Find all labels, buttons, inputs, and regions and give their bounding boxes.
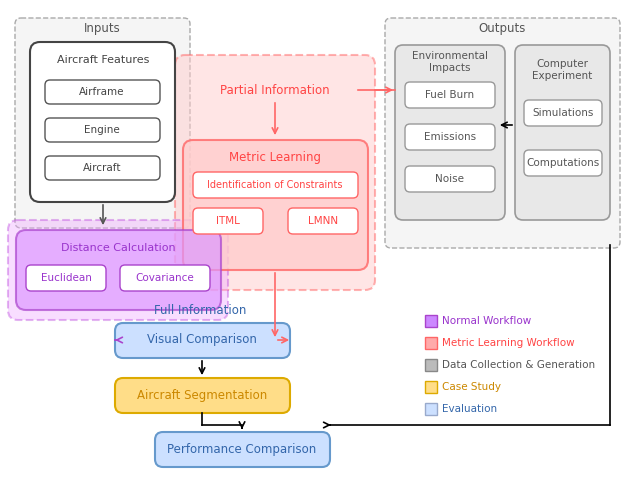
Text: Computations: Computations <box>526 158 600 168</box>
FancyBboxPatch shape <box>120 265 210 291</box>
Text: Fuel Burn: Fuel Burn <box>426 90 475 100</box>
FancyBboxPatch shape <box>16 230 221 310</box>
Text: Partial Information: Partial Information <box>220 84 330 97</box>
FancyBboxPatch shape <box>175 55 375 290</box>
Bar <box>425 381 437 393</box>
FancyBboxPatch shape <box>15 18 190 228</box>
Text: Engine: Engine <box>84 125 120 135</box>
Text: Evaluation: Evaluation <box>442 404 497 414</box>
FancyBboxPatch shape <box>30 42 175 202</box>
Text: Performance Comparison: Performance Comparison <box>168 443 317 456</box>
FancyBboxPatch shape <box>395 45 505 220</box>
Text: Outputs: Outputs <box>478 22 525 34</box>
Text: Data Collection & Generation: Data Collection & Generation <box>442 360 595 370</box>
FancyBboxPatch shape <box>405 82 495 108</box>
FancyBboxPatch shape <box>45 80 160 104</box>
Text: Normal Workflow: Normal Workflow <box>442 316 531 326</box>
Text: Simulations: Simulations <box>532 108 594 118</box>
Text: Visual Comparison: Visual Comparison <box>147 334 257 347</box>
Text: Identification of Constraints: Identification of Constraints <box>207 180 343 190</box>
FancyBboxPatch shape <box>183 140 368 270</box>
FancyBboxPatch shape <box>405 166 495 192</box>
FancyBboxPatch shape <box>385 18 620 248</box>
Text: Computer
Experiment: Computer Experiment <box>532 59 592 81</box>
Bar <box>425 403 437 415</box>
Text: Environmental
Impacts: Environmental Impacts <box>412 51 488 73</box>
FancyBboxPatch shape <box>524 150 602 176</box>
Text: Aircraft Segmentation: Aircraft Segmentation <box>137 389 267 402</box>
Bar <box>425 315 437 327</box>
FancyBboxPatch shape <box>515 45 610 220</box>
Text: Emissions: Emissions <box>424 132 476 142</box>
FancyBboxPatch shape <box>524 100 602 126</box>
Text: Metric Learning: Metric Learning <box>229 152 321 164</box>
Text: Euclidean: Euclidean <box>40 273 92 283</box>
Text: Aircraft Features: Aircraft Features <box>57 55 149 65</box>
FancyBboxPatch shape <box>193 208 263 234</box>
Text: Full Information: Full Information <box>154 304 246 316</box>
FancyBboxPatch shape <box>45 156 160 180</box>
FancyBboxPatch shape <box>26 265 106 291</box>
FancyBboxPatch shape <box>45 118 160 142</box>
Text: Aircraft: Aircraft <box>83 163 121 173</box>
Bar <box>425 359 437 371</box>
Bar <box>425 337 437 349</box>
FancyBboxPatch shape <box>405 124 495 150</box>
Text: Noise: Noise <box>435 174 465 184</box>
Text: Case Study: Case Study <box>442 382 501 392</box>
Text: Covariance: Covariance <box>136 273 195 283</box>
Text: LMNN: LMNN <box>308 216 338 226</box>
FancyBboxPatch shape <box>8 220 228 320</box>
FancyBboxPatch shape <box>193 172 358 198</box>
Text: Airframe: Airframe <box>79 87 125 97</box>
FancyBboxPatch shape <box>115 378 290 413</box>
Text: Inputs: Inputs <box>84 22 120 34</box>
Text: ITML: ITML <box>216 216 240 226</box>
FancyBboxPatch shape <box>155 432 330 467</box>
FancyBboxPatch shape <box>288 208 358 234</box>
Text: Distance Calculation: Distance Calculation <box>61 243 175 253</box>
Text: Metric Learning Workflow: Metric Learning Workflow <box>442 338 575 348</box>
FancyBboxPatch shape <box>115 323 290 358</box>
